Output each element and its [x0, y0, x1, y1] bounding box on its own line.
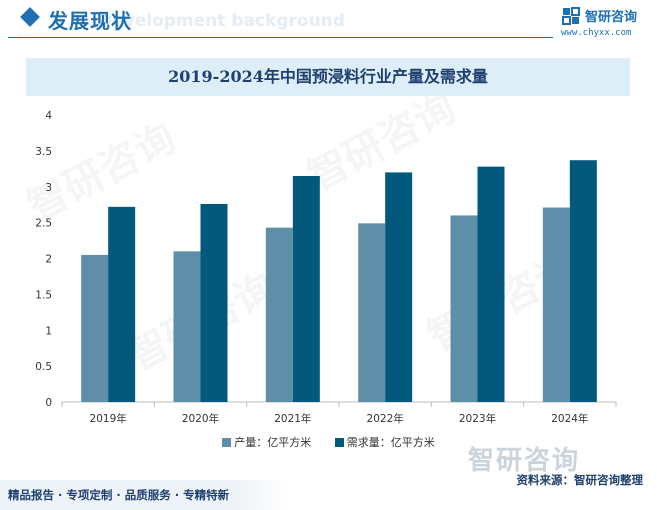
chart-title: 2019-2024年中国预浸料行业产量及需求量 — [168, 67, 488, 86]
y-tick-label: 4 — [45, 110, 52, 122]
bar-production — [173, 251, 201, 402]
bar-production — [265, 227, 293, 402]
brand-logo-icon — [562, 7, 580, 25]
y-tick-label: 0 — [45, 397, 52, 409]
brand-watermark: 智研咨询 — [468, 446, 581, 476]
header-divider — [8, 37, 553, 38]
section-header: Development background 发展现状 智研咨询 www.chy… — [0, 0, 657, 42]
y-tick-label: 3.5 — [35, 146, 52, 158]
brand-name: 智研咨询 — [585, 10, 638, 25]
legend-label-demand: 需求量：亿平方米 — [346, 436, 435, 449]
diamond-icon — [20, 7, 40, 27]
bar-demand — [569, 160, 597, 402]
source-note: 资料来源：智研咨询整理 — [516, 473, 644, 487]
legend-label-production: 产量：亿平方米 — [234, 436, 312, 449]
x-tick-label: 2020年 — [182, 412, 219, 425]
x-tick-label: 2019年 — [90, 412, 127, 425]
chart-legend: 产量：亿平方米 需求量：亿平方米 — [0, 434, 657, 450]
legend-item-demand: 需求量：亿平方米 — [334, 434, 435, 450]
footer-band — [0, 480, 290, 510]
section-title: 发展现状 — [48, 9, 132, 33]
x-tick-label: 2023年 — [459, 412, 496, 425]
y-tick-label: 2.5 — [35, 218, 52, 230]
bar-demand — [477, 166, 505, 402]
legend-swatch-production — [222, 437, 232, 447]
bar-demand — [108, 206, 136, 402]
x-tick-label: 2022年 — [367, 412, 404, 425]
bar-demand — [385, 172, 413, 402]
chart-title-band — [26, 58, 630, 96]
legend-item-production: 产量：亿平方米 — [222, 434, 311, 450]
y-tick-label: 0.5 — [35, 361, 52, 373]
bar-production — [450, 215, 478, 402]
footer-slogan: 精品报告 · 专项定制 · 品质服务 · 专精特新 — [8, 488, 230, 502]
legend-swatch-demand — [334, 437, 344, 447]
footer: 精品报告 · 专项定制 · 品质服务 · 专精特新 — [0, 480, 657, 510]
bar-production — [358, 223, 386, 402]
bar-production — [542, 207, 570, 402]
x-tick-label: 2024年 — [551, 412, 588, 425]
y-tick-label: 1.5 — [35, 289, 52, 301]
bar-chart: 0 0.5 1 1.5 2 2.5 3 3.5 4 2019年 2020年 2021年 2022年 202… — [35, 110, 617, 425]
y-tick-label: 3 — [45, 182, 52, 194]
y-tick-label: 1 — [45, 325, 52, 337]
header-ghost-text: Development background — [98, 11, 345, 31]
bar-production — [81, 254, 109, 402]
bar-demand — [200, 203, 228, 402]
y-tick-label: 2 — [45, 254, 52, 266]
x-tick-label: 2021年 — [274, 412, 311, 425]
brand-url[interactable]: www.chyxx.com — [561, 28, 632, 38]
bar-demand — [292, 175, 320, 402]
